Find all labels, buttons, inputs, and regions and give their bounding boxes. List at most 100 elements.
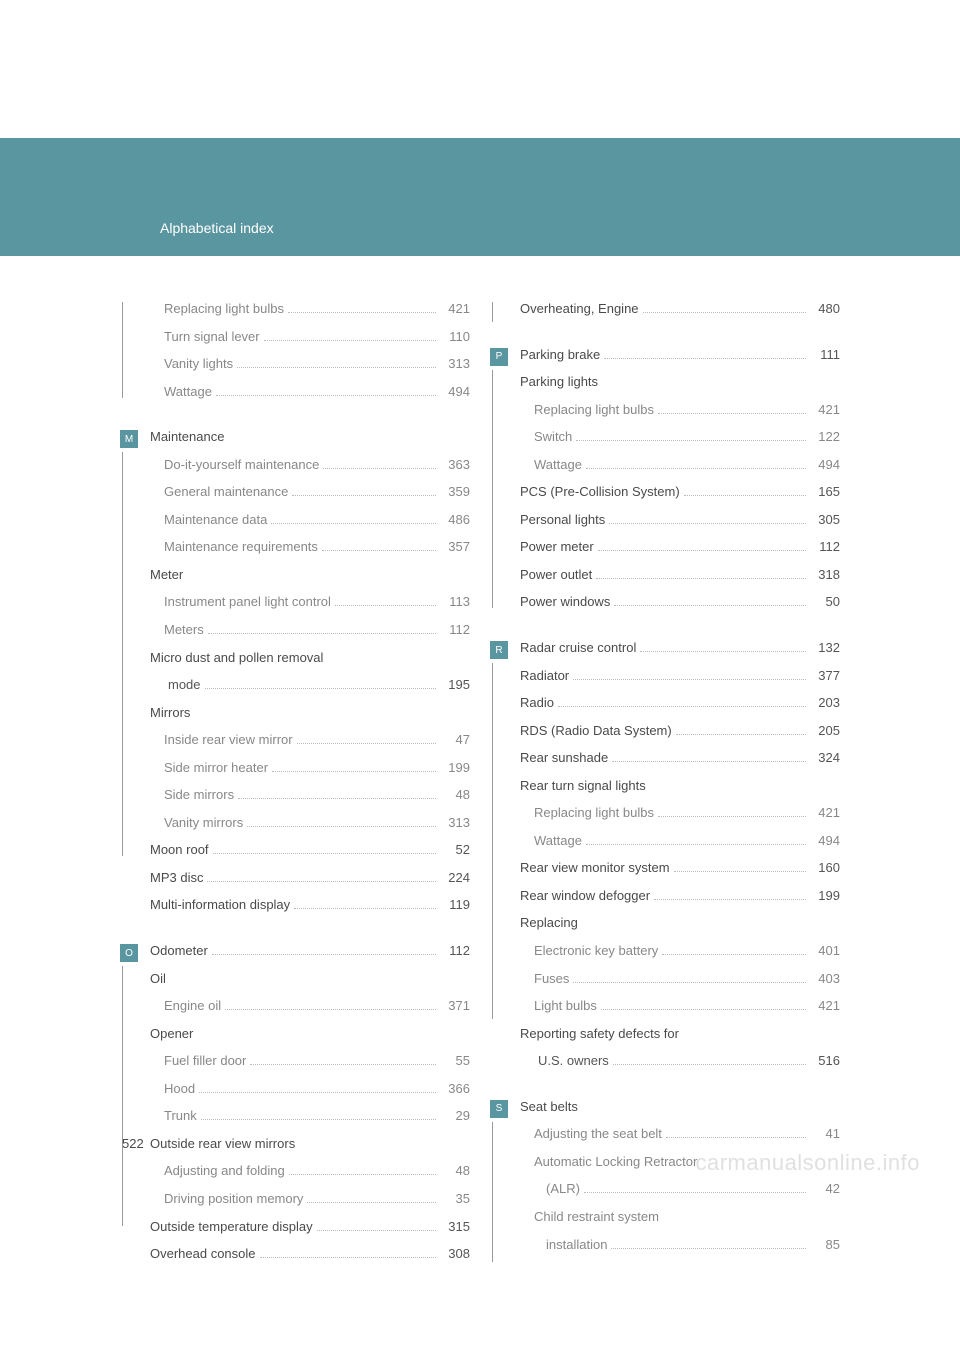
leader-dots [292,495,436,496]
index-entry-page: 494 [810,832,840,850]
index-letter-badge: O [120,944,138,962]
index-entry-page: 203 [810,694,840,712]
index-entry-label: Parking lights [520,373,598,391]
index-entry-label: (ALR) [546,1180,580,1198]
index-entry-label: Light bulbs [534,997,597,1015]
index-entry-page: 132 [810,639,840,657]
index-entry: Driving position memory35 [150,1190,470,1208]
index-entry-page: 122 [810,428,840,446]
leader-dots [676,734,806,735]
index-entry: Power windows50 [520,593,840,611]
index-column-left: Replacing light bulbs421Turn signal leve… [120,300,470,1291]
index-entry: Meters112 [150,621,470,639]
leader-dots [335,605,436,606]
index-entry-label: Vanity mirrors [164,814,243,832]
index-section: MMaintenanceDo-it-yourself maintenance36… [120,428,470,914]
index-entry-label: Rear view monitor system [520,859,670,877]
index-entry: Opener [150,1025,470,1043]
leader-dots [260,1257,436,1258]
leader-dots [225,1009,436,1010]
index-entry: Mirrors [150,704,470,722]
leader-dots [666,1137,806,1138]
index-entry-page: 199 [440,759,470,777]
section-rule [492,663,493,1019]
leader-dots [584,1192,806,1193]
index-entry-page: 111 [810,346,840,364]
index-entry-label: Side mirrors [164,786,234,804]
index-entry: Vanity lights313 [150,355,470,373]
index-letter-badge: P [490,348,508,366]
index-entry: Vanity mirrors 313 [150,814,470,832]
index-entry: Replacing [520,914,840,932]
index-entry-label: Engine oil [164,997,221,1015]
index-entry-label: Instrument panel light control [164,593,331,611]
leader-dots [250,1064,436,1065]
index-entry-page: 55 [440,1052,470,1070]
index-entry: Switch122 [520,428,840,446]
index-entry-label: Automatic Locking Retractor [534,1153,697,1171]
leader-dots [586,844,806,845]
leader-dots [247,826,436,827]
leader-dots [238,798,436,799]
index-entry: (ALR) 42 [520,1180,840,1198]
index-entry-page: 41 [810,1125,840,1143]
index-entry: Hood366 [150,1080,470,1098]
index-entry-label: Meter [150,566,183,584]
index-entry: Radar cruise control 132 [520,639,840,657]
index-entry: PCS (Pre-Collision System)165 [520,483,840,501]
index-entry: Engine oil371 [150,997,470,1015]
index-entry-page: 48 [440,786,470,804]
index-entry-page: 199 [810,887,840,905]
index-entry-page: 363 [440,456,470,474]
index-entry: Light bulbs 421 [520,997,840,1015]
leader-dots [662,954,806,955]
index-entry-label: Odometer [150,942,208,960]
index-entry-page: 318 [810,566,840,584]
index-entry: Electronic key battery401 [520,942,840,960]
index-entry: Turn signal lever110 [150,328,470,346]
leader-dots [643,312,806,313]
index-entry-label: Side mirror heater [164,759,268,777]
index-entry: Oil [150,970,470,988]
index-entry-label: Vanity lights [164,355,233,373]
leader-dots [596,578,806,579]
index-entry: installation85 [520,1236,840,1254]
leader-dots [201,1119,436,1120]
index-entry: RDS (Radio Data System)205 [520,722,840,740]
leader-dots [317,1230,436,1231]
index-section: RRadar cruise control132Radiator377Radio… [490,639,840,1070]
index-entry-page: 486 [440,511,470,529]
index-entry-page: 112 [440,942,470,960]
index-entry-label: Oil [150,970,166,988]
index-entry: Personal lights305 [520,511,840,529]
index-entry: Seat belts [520,1098,840,1116]
index-entry-page: 113 [440,593,470,611]
index-entry: Parking brake111 [520,346,840,364]
index-entry: Multi-information display119 [150,896,470,914]
leader-dots [611,1248,806,1249]
index-entry: Power outlet318 [520,566,840,584]
index-entry-page: 112 [440,621,470,639]
index-entry-label: Maintenance requirements [164,538,318,556]
index-entry-label: Personal lights [520,511,605,529]
index-entry-page: 494 [440,383,470,401]
section-rule [492,302,493,322]
index-entry-page: 42 [810,1180,840,1198]
leader-dots [271,523,436,524]
index-entry-page: 205 [810,722,840,740]
leader-dots [612,761,806,762]
index-entry-label: PCS (Pre-Collision System) [520,483,680,501]
index-entry: Trunk29 [150,1107,470,1125]
index-entry-page: 313 [440,814,470,832]
index-entry-label: Radar cruise control [520,639,636,657]
section-rule [122,966,123,1226]
index-entry-label: Power windows [520,593,610,611]
index-entry-label: Adjusting the seat belt [534,1125,662,1143]
index-entry-label: Radio [520,694,554,712]
index-entry-page: 421 [810,997,840,1015]
leader-dots [288,312,436,313]
index-entry-label: Mirrors [150,704,190,722]
leader-dots [654,899,806,900]
index-entry: mode195 [150,676,470,694]
index-entry-page: 160 [810,859,840,877]
